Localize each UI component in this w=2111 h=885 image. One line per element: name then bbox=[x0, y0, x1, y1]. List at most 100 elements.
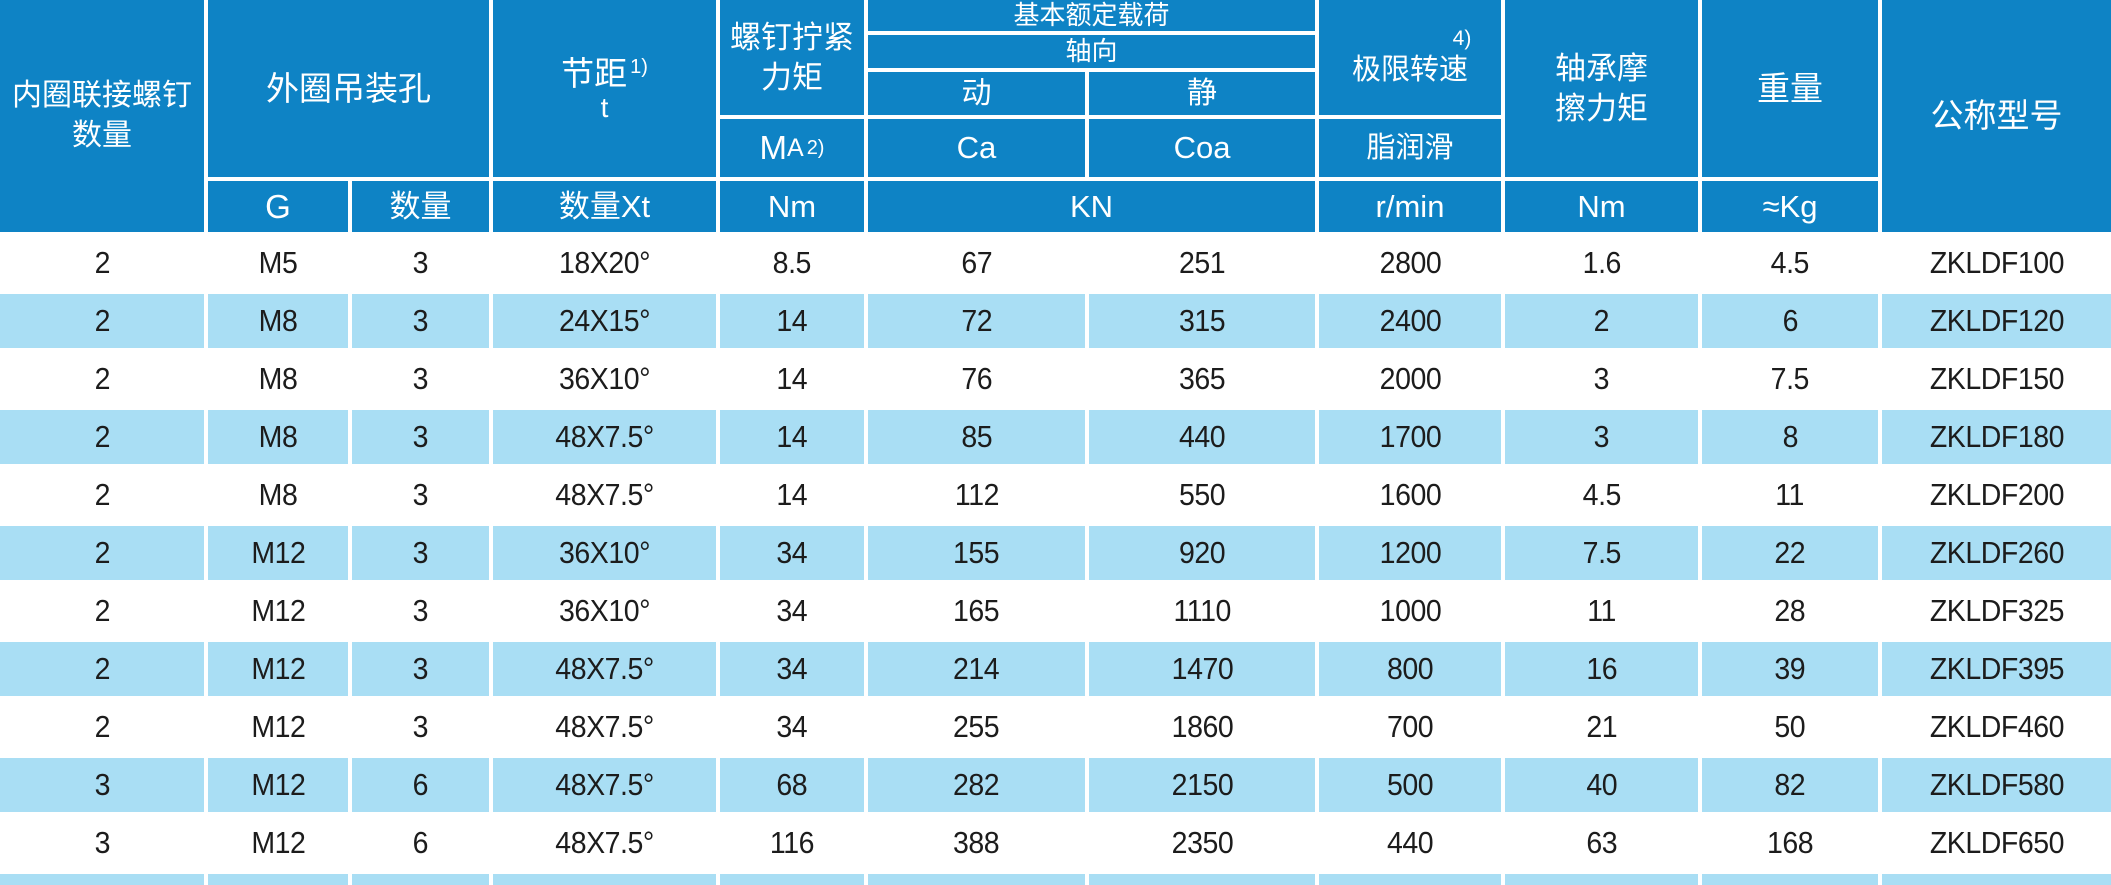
cell-value: 7.5 bbox=[1770, 361, 1810, 396]
cell-value: M12 bbox=[250, 825, 306, 860]
cell-outer-g: M12 bbox=[208, 584, 348, 638]
col-inner-ring-screw-qty: 内圈联接螺钉 数量 bbox=[0, 0, 204, 232]
cell-value: ZKLDF580 bbox=[1929, 767, 2064, 802]
cell-pitch-qty-xt: 48X7.5° bbox=[493, 642, 716, 696]
cell-outer-hole-qty: 3 bbox=[352, 642, 489, 696]
header-label: Ca bbox=[956, 130, 997, 166]
cell-value: 48X7.5° bbox=[555, 419, 654, 454]
cell-value: 315 bbox=[1178, 303, 1226, 338]
cell-tightening-torque-nm bbox=[720, 874, 864, 885]
cell-value: 500 bbox=[1386, 767, 1434, 802]
header-label: 基本额定载荷 bbox=[1013, 0, 1170, 30]
table-row: 2 M12 3 36X10° 34 155 920 1200 7.5 22 ZKLDF260 bbox=[0, 526, 2111, 580]
table-row: 2 M8 3 48X7.5° 14 85 440 1700 3 8 ZKLDF180 bbox=[0, 410, 2111, 464]
cell-value: 2350 bbox=[1171, 825, 1233, 860]
cell-model: ZKLDF260 bbox=[1882, 526, 2111, 580]
cell-limit-speed-rpm: 1700 bbox=[1319, 410, 1501, 464]
cell-model: ZKLDF650 bbox=[1882, 816, 2111, 870]
table-row: 2 M5 3 18X20° 8.5 67 251 2800 1.6 4.5 ZKLDF100 bbox=[0, 236, 2111, 290]
cell-value: 3 bbox=[412, 477, 429, 512]
cell-value: ZKLDF325 bbox=[1929, 593, 2064, 628]
cell-pitch-qty-xt: 48X7.5° bbox=[493, 410, 716, 464]
cell-value: 1700 bbox=[1379, 419, 1441, 454]
cell-value: 22 bbox=[1774, 535, 1806, 570]
cell-friction-torque-nm: 3 bbox=[1505, 410, 1698, 464]
header-label: 轴向 bbox=[1065, 35, 1118, 66]
cell-value: 155 bbox=[953, 535, 1000, 570]
cell-value: M12 bbox=[250, 593, 306, 628]
cell-value: 2 bbox=[94, 361, 110, 396]
cell-dynamic-load-ca: 155 bbox=[868, 526, 1085, 580]
cell-dynamic-load-ca: 67 bbox=[868, 236, 1085, 290]
cell-friction-torque-nm: 16 bbox=[1505, 642, 1698, 696]
cell-value: 1470 bbox=[1171, 651, 1233, 686]
cell-static-load-coa: 315 bbox=[1089, 294, 1315, 348]
cell-value: 3 bbox=[412, 709, 429, 744]
table-row: 3 M12 6 48X7.5° 68 282 2150 500 40 82 ZKLDF580 bbox=[0, 758, 2111, 812]
cell-value: 48X7.5° bbox=[555, 709, 654, 744]
cell-value: 82 bbox=[1774, 767, 1806, 802]
cell-outer-g: M12 bbox=[208, 758, 348, 812]
cell-value: M8 bbox=[258, 419, 298, 454]
cell-limit-speed-rpm: 2400 bbox=[1319, 294, 1501, 348]
cell-value: 63 bbox=[1586, 825, 1617, 860]
cell-friction-torque-nm bbox=[1505, 874, 1698, 885]
cell-value: 14 bbox=[776, 477, 808, 512]
cell-value: 24X15° bbox=[558, 303, 651, 338]
cell-value: 800 bbox=[1386, 651, 1434, 686]
cell-value: 2150 bbox=[1171, 767, 1233, 802]
header-label: G bbox=[265, 187, 291, 225]
cell-value: 48X7.5° bbox=[555, 767, 654, 802]
cell-value: 48X7.5° bbox=[555, 825, 654, 860]
table-row: 2 M12 3 48X7.5° 34 214 1470 800 16 39 ZKLDF395 bbox=[0, 642, 2111, 696]
cell-inner-screw-qty: 2 bbox=[0, 410, 204, 464]
cell-static-load-coa: 365 bbox=[1089, 352, 1315, 406]
cell-static-load-coa bbox=[1089, 874, 1315, 885]
col-limit-speed: 4) 极限转速 bbox=[1319, 0, 1501, 115]
cell-model: ZKLDF100 bbox=[1882, 236, 2111, 290]
cell-value: 6 bbox=[412, 767, 429, 802]
cell-pitch-qty-xt: 36X10° bbox=[493, 352, 716, 406]
cell-value: 282 bbox=[953, 767, 1000, 802]
cell-value: 3 bbox=[94, 767, 110, 802]
cell-value: 3 bbox=[412, 651, 429, 686]
cell-value: 1000 bbox=[1379, 593, 1441, 628]
cell-value: 14 bbox=[776, 361, 808, 396]
cell-outer-hole-qty: 3 bbox=[352, 410, 489, 464]
cell-weight-kg: 4.5 bbox=[1702, 236, 1878, 290]
cell-dynamic-load-ca: 76 bbox=[868, 352, 1085, 406]
cell-tightening-torque-nm: 34 bbox=[720, 700, 864, 754]
cell-value: 4.5 bbox=[1770, 245, 1810, 280]
cell-outer-hole-qty: 6 bbox=[352, 758, 489, 812]
cell-value: 550 bbox=[1178, 477, 1226, 512]
cell-value: 1110 bbox=[1173, 593, 1231, 628]
subcol-grease-lubrication: 脂润滑 bbox=[1319, 119, 1501, 177]
cell-weight-kg: 82 bbox=[1702, 758, 1878, 812]
cell-value: 255 bbox=[953, 709, 1000, 744]
cell-pitch-qty-xt: 48X7.5° bbox=[493, 468, 716, 522]
cell-value: M12 bbox=[250, 535, 306, 570]
subcol-weight-unit: ≈Kg bbox=[1702, 181, 1878, 232]
cell-tightening-torque-nm: 14 bbox=[720, 352, 864, 406]
cell-value: 440 bbox=[1386, 825, 1434, 860]
cell-value: 2 bbox=[94, 419, 110, 454]
cell-pitch-qty-xt: 48X7.5° bbox=[493, 816, 716, 870]
header-label: r/min bbox=[1375, 188, 1445, 224]
cell-weight-kg: 50 bbox=[1702, 700, 1878, 754]
cell-value: 7.5 bbox=[1582, 535, 1621, 570]
cell-value: 28 bbox=[1774, 593, 1806, 628]
header-label: 数量 bbox=[389, 188, 452, 224]
cell-value: 72 bbox=[961, 303, 992, 338]
cell-dynamic-load-ca: 165 bbox=[868, 584, 1085, 638]
cell-value: 2 bbox=[1593, 303, 1610, 338]
cell-value: 3 bbox=[412, 593, 429, 628]
cell-value: 14 bbox=[776, 419, 808, 454]
col-weight: 重量 bbox=[1702, 0, 1878, 177]
cell-weight-kg: 6 bbox=[1702, 294, 1878, 348]
cell-value: 388 bbox=[953, 825, 1000, 860]
header-label: 擦力矩 bbox=[1555, 90, 1648, 126]
cell-value: 2 bbox=[94, 593, 110, 628]
subcol-friction-unit: Nm bbox=[1505, 181, 1698, 232]
cell-value: 36X10° bbox=[558, 535, 651, 570]
cell-model: ZKLDF460 bbox=[1882, 700, 2111, 754]
